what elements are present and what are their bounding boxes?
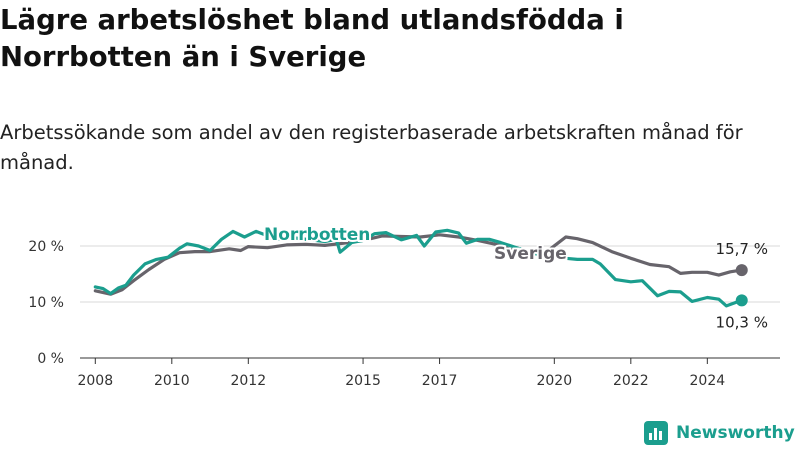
x-tick-label: 2020 bbox=[536, 373, 572, 389]
series-line-norrbotten bbox=[93, 228, 744, 308]
y-tick-label: 0 % bbox=[37, 351, 64, 367]
brand-logo: Newsworthy bbox=[644, 420, 795, 446]
x-tick-label: 2022 bbox=[613, 373, 649, 389]
x-tick-label: 2015 bbox=[345, 373, 381, 389]
newsworthy-logo-icon bbox=[644, 421, 668, 445]
x-tick-label: 2010 bbox=[154, 373, 190, 389]
brand-name: Newsworthy bbox=[676, 423, 795, 443]
x-tick-label: 2017 bbox=[422, 373, 458, 389]
end-point-norrbotten bbox=[735, 294, 748, 307]
series-line-sverige bbox=[93, 233, 744, 296]
series-label-sverige: Sverige bbox=[494, 244, 567, 264]
x-tick-label: 2024 bbox=[690, 373, 726, 389]
y-tick-label: 10 % bbox=[28, 295, 64, 311]
x-tick-label: 2012 bbox=[230, 373, 266, 389]
chart-title: Lägre arbetslöshet bland utlandsfödda i … bbox=[0, 4, 624, 73]
end-value-label: 10,3 % bbox=[716, 313, 768, 331]
end-point-sverige bbox=[735, 264, 748, 277]
x-tick-label: 2008 bbox=[77, 373, 113, 389]
series-label-norrbotten: Norrbotten bbox=[264, 225, 370, 245]
chart-subtitle: Arbetssökande som andel av den registerb… bbox=[0, 121, 743, 174]
y-tick-label: 20 % bbox=[28, 239, 64, 255]
end-value-label: 15,7 % bbox=[716, 240, 768, 258]
